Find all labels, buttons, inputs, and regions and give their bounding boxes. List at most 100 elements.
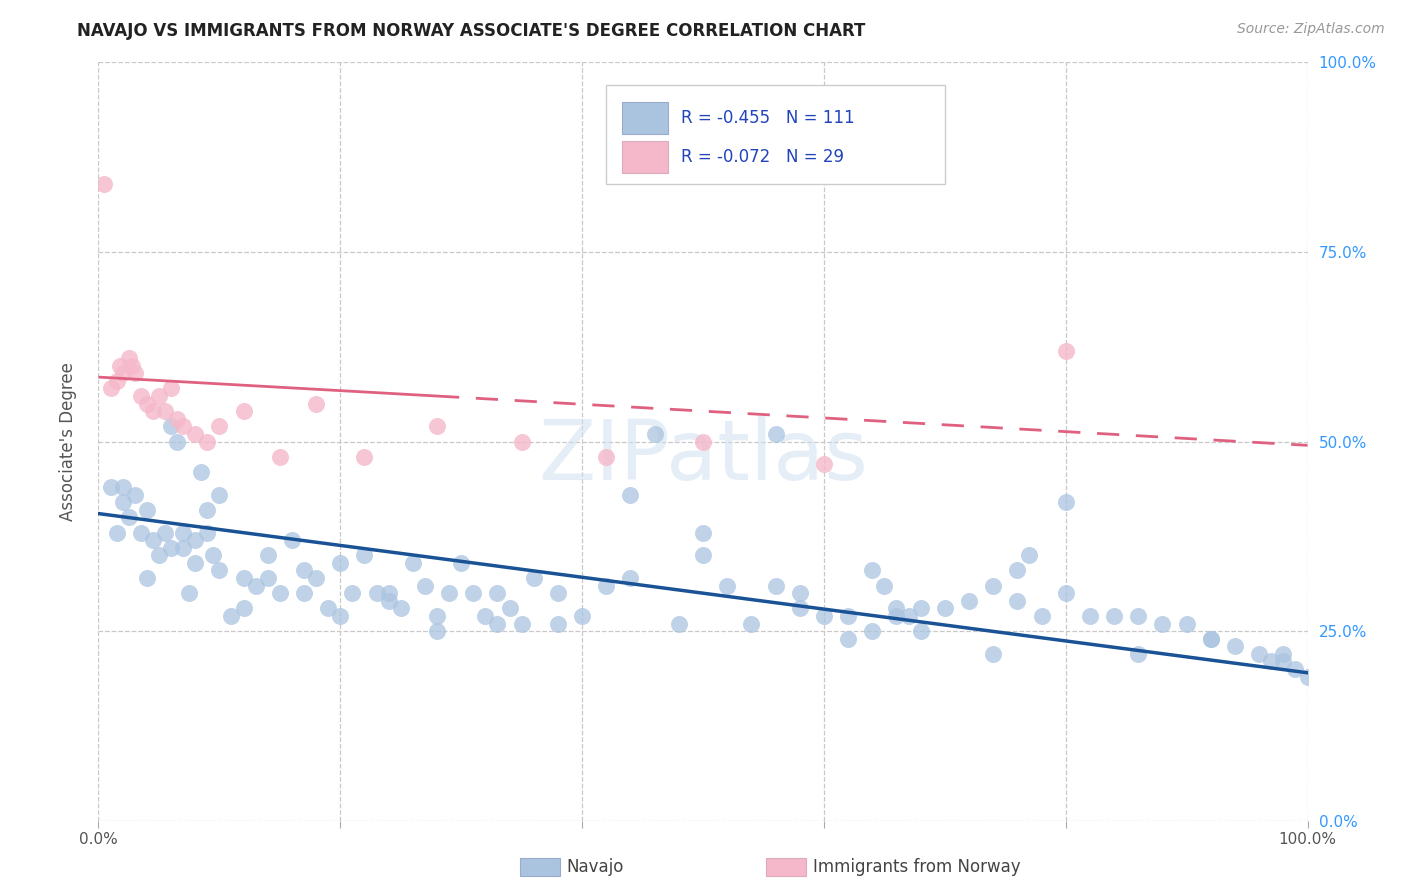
Point bbox=[510, 434, 533, 449]
Point bbox=[1054, 495, 1077, 509]
Point bbox=[860, 624, 883, 639]
Point bbox=[184, 533, 207, 548]
Point bbox=[202, 548, 225, 563]
Point bbox=[148, 548, 170, 563]
Point bbox=[1078, 608, 1101, 623]
Point bbox=[353, 548, 375, 563]
Point bbox=[1175, 616, 1198, 631]
Point bbox=[179, 586, 201, 600]
Point bbox=[981, 647, 1004, 661]
Point bbox=[873, 579, 896, 593]
Point bbox=[135, 503, 157, 517]
Point bbox=[1054, 586, 1077, 600]
Point bbox=[1260, 655, 1282, 669]
Text: R = -0.455   N = 111: R = -0.455 N = 111 bbox=[682, 109, 855, 127]
Point bbox=[111, 366, 134, 380]
Point bbox=[619, 487, 641, 501]
Point bbox=[595, 450, 617, 464]
Point bbox=[160, 382, 183, 396]
Point bbox=[124, 487, 146, 501]
Point bbox=[100, 480, 122, 494]
Point bbox=[1128, 608, 1150, 623]
Point bbox=[426, 624, 449, 639]
Point bbox=[1272, 647, 1295, 661]
Point bbox=[281, 533, 304, 548]
Point bbox=[329, 556, 352, 570]
Text: NAVAJO VS IMMIGRANTS FROM NORWAY ASSOCIATE'S DEGREE CORRELATION CHART: NAVAJO VS IMMIGRANTS FROM NORWAY ASSOCIA… bbox=[77, 22, 866, 40]
Point bbox=[789, 601, 811, 615]
Point bbox=[486, 616, 509, 631]
Point bbox=[124, 366, 146, 380]
Point bbox=[256, 571, 278, 585]
Point bbox=[292, 586, 315, 600]
FancyBboxPatch shape bbox=[621, 141, 668, 173]
Point bbox=[142, 404, 165, 418]
Point bbox=[190, 465, 212, 479]
Point bbox=[1128, 647, 1150, 661]
Point bbox=[121, 359, 143, 373]
Point bbox=[1223, 639, 1246, 653]
Point bbox=[789, 586, 811, 600]
Point bbox=[166, 434, 188, 449]
Point bbox=[547, 586, 569, 600]
Point bbox=[105, 525, 128, 540]
Point bbox=[100, 382, 122, 396]
Point bbox=[172, 525, 194, 540]
Point bbox=[668, 616, 690, 631]
Point bbox=[765, 579, 787, 593]
Point bbox=[221, 608, 243, 623]
Point bbox=[232, 404, 254, 418]
Point bbox=[1284, 662, 1306, 676]
Point bbox=[1054, 343, 1077, 358]
Point bbox=[153, 404, 176, 418]
Point bbox=[232, 571, 254, 585]
Point bbox=[118, 510, 141, 524]
Point bbox=[402, 556, 425, 570]
Point bbox=[195, 503, 218, 517]
Point bbox=[413, 579, 436, 593]
Point bbox=[886, 601, 908, 615]
Point bbox=[910, 624, 932, 639]
Point bbox=[510, 616, 533, 631]
Point bbox=[571, 608, 593, 623]
Point bbox=[269, 450, 291, 464]
Point bbox=[1199, 632, 1222, 646]
Point bbox=[353, 450, 375, 464]
Point bbox=[129, 525, 152, 540]
Point bbox=[716, 579, 738, 593]
Point bbox=[1007, 564, 1029, 578]
Point bbox=[523, 571, 546, 585]
Point bbox=[934, 601, 956, 615]
Point bbox=[692, 548, 714, 563]
Point bbox=[135, 571, 157, 585]
Y-axis label: Associate's Degree: Associate's Degree bbox=[59, 362, 77, 521]
Point bbox=[105, 374, 128, 388]
Point bbox=[292, 564, 315, 578]
Point bbox=[450, 556, 472, 570]
Point bbox=[897, 608, 920, 623]
Point bbox=[316, 601, 339, 615]
Point bbox=[910, 601, 932, 615]
Point bbox=[619, 571, 641, 585]
Point bbox=[644, 427, 666, 442]
Point bbox=[184, 427, 207, 442]
Point bbox=[160, 419, 183, 434]
Point bbox=[377, 586, 399, 600]
Point bbox=[160, 541, 183, 555]
Point bbox=[981, 579, 1004, 593]
Point bbox=[111, 480, 134, 494]
Point bbox=[765, 427, 787, 442]
Point bbox=[195, 434, 218, 449]
Point bbox=[256, 548, 278, 563]
Point bbox=[1199, 632, 1222, 646]
Point bbox=[1272, 655, 1295, 669]
Point bbox=[426, 419, 449, 434]
Point bbox=[813, 458, 835, 472]
Point bbox=[166, 412, 188, 426]
Point bbox=[208, 487, 231, 501]
Text: Immigrants from Norway: Immigrants from Norway bbox=[813, 858, 1021, 876]
Point bbox=[135, 396, 157, 410]
Point bbox=[692, 525, 714, 540]
Text: R = -0.072   N = 29: R = -0.072 N = 29 bbox=[682, 148, 844, 166]
Point bbox=[108, 359, 131, 373]
